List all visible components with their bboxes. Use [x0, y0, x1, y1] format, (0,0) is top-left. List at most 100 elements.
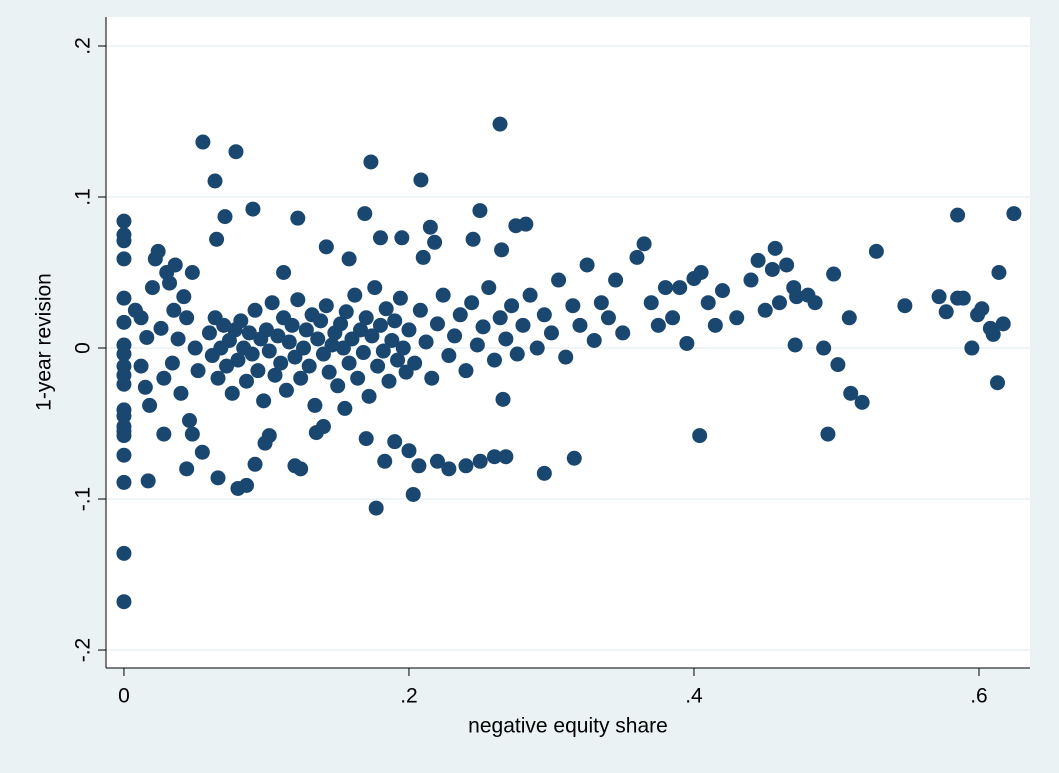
point: [140, 473, 156, 489]
point: [273, 355, 289, 371]
point: [261, 428, 277, 444]
point: [441, 461, 457, 477]
point: [700, 295, 716, 311]
point: [492, 310, 508, 326]
point: [210, 370, 226, 386]
point: [179, 461, 195, 477]
point: [241, 325, 257, 341]
point: [415, 249, 431, 265]
point: [636, 236, 652, 252]
point: [771, 295, 787, 311]
point: [293, 461, 309, 477]
point: [897, 298, 913, 314]
point: [566, 450, 582, 466]
point: [209, 231, 225, 247]
point: [543, 325, 559, 341]
point: [156, 370, 172, 386]
point: [170, 331, 186, 347]
point: [868, 243, 884, 259]
point: [384, 332, 400, 348]
point: [441, 348, 457, 364]
point: [435, 287, 451, 303]
point: [600, 310, 616, 326]
point: [324, 337, 340, 353]
point: [424, 370, 440, 386]
point: [387, 434, 403, 450]
point: [296, 340, 312, 356]
point: [494, 242, 510, 258]
point: [985, 326, 1001, 342]
point: [353, 322, 369, 338]
point: [938, 304, 954, 320]
point: [707, 317, 723, 333]
point: [162, 275, 178, 291]
point: [239, 477, 255, 493]
point: [495, 391, 511, 407]
point: [407, 355, 423, 371]
point: [787, 337, 803, 353]
point: [116, 474, 132, 490]
point: [492, 116, 508, 132]
point: [194, 444, 210, 460]
x-tick-label: .4: [685, 685, 703, 708]
point: [290, 210, 306, 226]
point: [472, 203, 488, 219]
point: [518, 216, 534, 232]
point: [422, 219, 438, 235]
point: [931, 289, 947, 305]
point: [481, 280, 497, 296]
point: [219, 358, 235, 374]
point: [372, 230, 388, 246]
point: [290, 292, 306, 308]
point: [116, 428, 132, 444]
point: [210, 470, 226, 486]
point: [116, 376, 132, 392]
point: [284, 317, 300, 333]
point: [458, 363, 474, 379]
point: [789, 289, 805, 305]
point: [392, 290, 408, 306]
point: [228, 144, 244, 160]
point: [153, 320, 169, 336]
point: [116, 251, 132, 267]
point: [729, 310, 745, 326]
point: [318, 239, 334, 255]
point: [187, 340, 203, 356]
point: [116, 545, 132, 561]
point: [536, 307, 552, 323]
point: [313, 313, 329, 329]
point: [504, 298, 520, 314]
point: [139, 329, 155, 345]
point: [258, 322, 274, 338]
point: [498, 449, 514, 465]
point: [133, 358, 149, 374]
point: [390, 352, 406, 368]
point: [586, 332, 602, 348]
point: [116, 346, 132, 362]
point: [472, 453, 488, 469]
point: [522, 287, 538, 303]
point: [190, 363, 206, 379]
point: [133, 310, 149, 326]
point: [276, 265, 292, 281]
point: [427, 234, 443, 250]
point: [991, 265, 1007, 281]
point: [750, 252, 766, 268]
point: [679, 335, 695, 351]
point: [394, 230, 410, 246]
point: [307, 397, 323, 413]
point: [144, 280, 160, 296]
point: [372, 317, 388, 333]
point: [244, 346, 260, 362]
point: [333, 316, 349, 332]
point: [338, 304, 354, 320]
point: [167, 257, 183, 273]
point: [156, 426, 172, 442]
point: [418, 334, 434, 350]
y-tick-label: -.2: [72, 638, 95, 663]
point: [429, 316, 445, 332]
x-tick-label: .6: [970, 685, 988, 708]
point: [486, 449, 502, 465]
point: [321, 364, 337, 380]
